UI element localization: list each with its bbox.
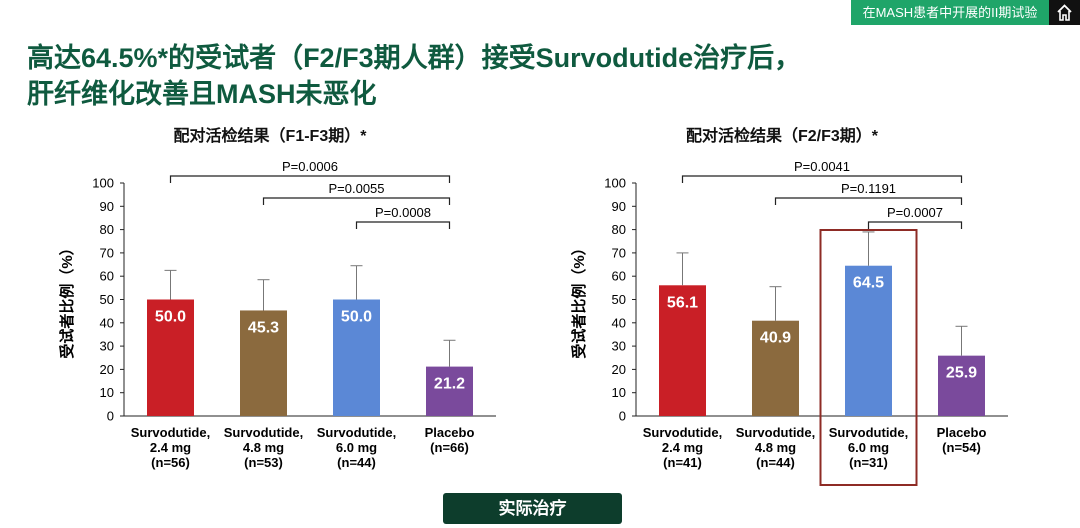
chart-f1-f3: 配对活检结果（F1-F3期）* 受试者比例（%） 0 10 20 30 40 50 60 70 8…: [0, 118, 520, 488]
y-tick-label: 40: [612, 315, 626, 330]
x-category-label-line: (n=56): [151, 455, 190, 470]
bar: [845, 265, 892, 416]
y-tick-label: 50: [100, 292, 114, 307]
x-category-label: Survodutide, 2.4 mg (n=56): [131, 425, 210, 470]
y-tick-label: 40: [100, 315, 114, 330]
x-category-label-line: (n=53): [244, 455, 283, 470]
y-tick-label: 80: [612, 222, 626, 237]
y-tick-label: 90: [100, 199, 114, 214]
p-value-label: P=0.0006: [282, 159, 338, 174]
bar-value-label: 56.1: [667, 294, 698, 311]
bar-value-label: 25.9: [946, 365, 977, 382]
x-category-label-line: (n=44): [337, 455, 376, 470]
x-category-label-line: 6.0 mg: [848, 440, 889, 455]
bar-value-label: 50.0: [341, 309, 372, 326]
y-tick-label: 20: [100, 362, 114, 377]
x-category-label-line: (n=66): [430, 440, 469, 455]
significance-bracket: [867, 221, 963, 229]
home-button[interactable]: [1049, 0, 1080, 25]
actual-treatment-button[interactable]: 实际治疗: [443, 493, 622, 524]
significance-bracket: [774, 197, 963, 205]
bar: [147, 299, 194, 416]
x-category-label: Survodutide, 2.4 mg (n=41): [643, 425, 722, 470]
y-tick-label: 80: [100, 222, 114, 237]
chart-svg-f1-f3: 受试者比例（%） 0 10 20 30 40 50 60 70 80 90 100 50.0 45.3 50…: [58, 159, 496, 470]
y-tick-label: 30: [100, 339, 114, 354]
p-value-label: P=0.1191: [841, 181, 896, 196]
x-category-label: Placebo (n=66): [425, 425, 475, 455]
p-value-label: P=0.0008: [375, 205, 431, 220]
y-tick-label: 100: [92, 176, 114, 191]
y-tick-label: 70: [612, 245, 626, 260]
y-tick-label: 90: [612, 199, 626, 214]
chart-title: 配对活检结果（F1-F3期）*: [173, 128, 367, 145]
x-category-label: Placebo (n=54): [937, 425, 987, 455]
y-tick-label: 50: [612, 292, 626, 307]
y-tick-label: 60: [100, 269, 114, 284]
bar: [659, 285, 706, 416]
x-category-label-line: 4.8 mg: [755, 440, 796, 455]
bar: [240, 310, 287, 416]
x-category-label-line: Survodutide,: [224, 425, 303, 440]
x-category-label-line: Survodutide,: [317, 425, 396, 440]
y-tick-label: 0: [619, 409, 626, 424]
bar-value-label: 50.0: [155, 309, 186, 326]
chart-title: 配对活检结果（F2/F3期）*: [685, 128, 879, 145]
headline: 高达64.5%*的受试者（F2/F3期人群）接受Survodutide治疗后， …: [27, 40, 1057, 112]
bar: [426, 366, 473, 416]
x-category-label-line: 4.8 mg: [243, 440, 284, 455]
x-category-label: Survodutide, 4.8 mg (n=44): [736, 425, 815, 470]
headline-line-2: 肝纤维化改善且MASH未恶化: [27, 79, 377, 109]
y-tick-label: 20: [612, 362, 626, 377]
bar: [333, 299, 380, 416]
x-category-label-line: 2.4 mg: [662, 440, 703, 455]
x-category-label-line: Placebo: [425, 425, 475, 440]
y-tick-label: 0: [107, 409, 114, 424]
highlight-box: [819, 229, 918, 486]
bar-value-label: 21.2: [434, 376, 465, 393]
bar: [938, 355, 985, 416]
x-category-label-line: (n=41): [663, 455, 702, 470]
y-tick-label: 70: [100, 245, 114, 260]
x-category-label-line: Placebo: [937, 425, 987, 440]
x-category-label-line: (n=31): [849, 455, 888, 470]
x-category-label: Survodutide, 6.0 mg (n=31): [829, 425, 908, 470]
y-axis-label: 受试者比例（%）: [570, 240, 588, 358]
y-tick-label: 60: [612, 269, 626, 284]
p-value-label: P=0.0055: [328, 181, 384, 196]
x-category-label-line: (n=54): [942, 440, 981, 455]
x-category-label-line: Survodutide,: [131, 425, 210, 440]
significance-bracket: [681, 175, 963, 183]
chart-f2-f3: 配对活检结果（F2/F3期）* 受试者比例（%） 0 10 20 30 40 50 60 70 8…: [512, 118, 1032, 488]
x-category-label: Survodutide, 4.8 mg (n=53): [224, 425, 303, 470]
x-category-label-line: 2.4 mg: [150, 440, 191, 455]
y-tick-label: 30: [612, 339, 626, 354]
home-icon: [1057, 4, 1072, 21]
significance-bracket: [169, 175, 451, 183]
y-axis-label: 受试者比例（%）: [58, 240, 76, 358]
y-tick-label: 10: [612, 385, 626, 400]
significance-bracket: [262, 197, 451, 205]
x-category-label: Survodutide, 6.0 mg (n=44): [317, 425, 396, 470]
headline-line-1: 高达64.5%*的受试者（F2/F3期人群）接受Survodutide治疗后，: [27, 43, 802, 73]
y-tick-label: 100: [604, 176, 626, 191]
significance-bracket: [355, 221, 451, 229]
x-category-label-line: Survodutide,: [643, 425, 722, 440]
p-value-label: P=0.0041: [794, 159, 850, 174]
bar-value-label: 45.3: [248, 319, 279, 336]
bar-value-label: 64.5: [853, 275, 884, 292]
x-category-label-line: (n=44): [756, 455, 795, 470]
chart-svg-f2-f3: 受试者比例（%） 0 10 20 30 40 50 60 70 80 90 100 56.1 40.9 64…: [570, 159, 1008, 486]
p-value-label: P=0.0007: [887, 205, 943, 220]
bar-value-label: 40.9: [760, 330, 791, 347]
y-tick-label: 10: [100, 385, 114, 400]
section-tag: 在MASH患者中开展的II期试验: [851, 0, 1049, 25]
x-category-label-line: Survodutide,: [736, 425, 815, 440]
x-category-label-line: 6.0 mg: [336, 440, 377, 455]
x-category-label-line: Survodutide,: [829, 425, 908, 440]
bar: [752, 320, 799, 416]
